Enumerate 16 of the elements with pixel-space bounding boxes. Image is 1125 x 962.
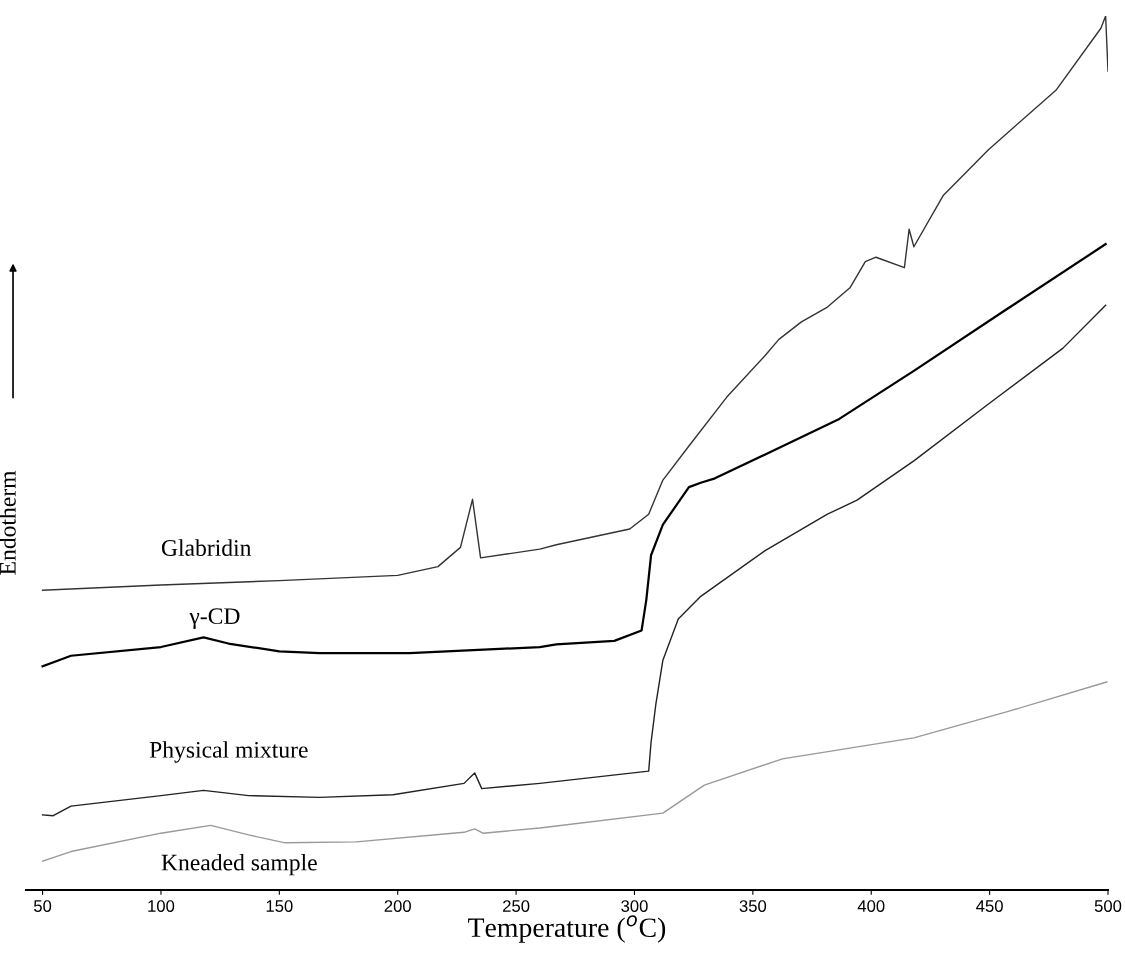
series-label: Glabridin <box>161 539 252 556</box>
x-tick-label: 250 <box>503 900 530 912</box>
x-tick-label: 350 <box>739 900 767 912</box>
x-tick-label: 150 <box>266 900 293 912</box>
x-tick-label: 200 <box>384 900 411 912</box>
series-label: Physical mixture <box>149 741 308 763</box>
x-tick-label: 450 <box>976 900 1003 912</box>
series-label: γ-CD <box>189 608 240 629</box>
series-label: Kneaded sample <box>161 853 317 876</box>
x-tick-label: 500 <box>1094 900 1122 912</box>
x-tick-label: 50 <box>33 900 52 912</box>
x-axis-title: Temperature ($^{o}$C) <box>468 915 666 943</box>
y-axis-title: Endotherm <box>0 470 16 575</box>
x-tick-label: 100 <box>148 900 175 912</box>
x-tick-label: 300 <box>621 900 648 912</box>
x-tick-label: 400 <box>857 900 885 912</box>
